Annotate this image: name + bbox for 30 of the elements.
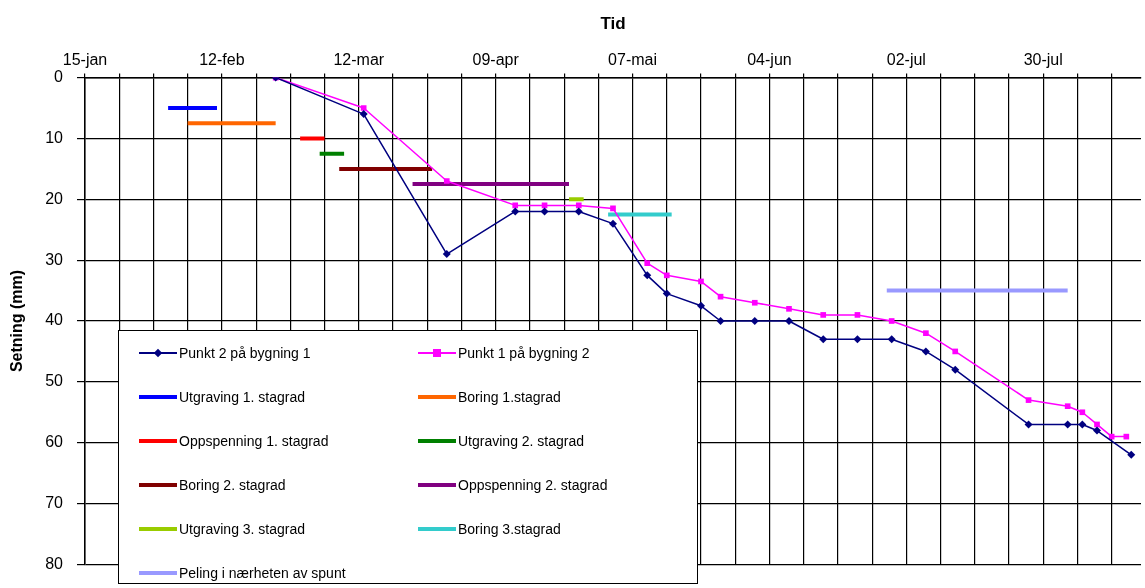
legend-label: Peling i nærheten av spunt [179,565,346,581]
y-tick-label: 50 [45,372,64,390]
legend-label: Utgraving 3. stagrad [179,521,306,537]
y-tick-label: 10 [45,128,64,146]
legend-label: Utgraving 1. stagrad [179,389,306,405]
x-tick-label: 15-jan [62,51,108,69]
y-tick-label: 80 [45,554,64,572]
x-axis-title: Tid [600,13,626,33]
legend-label: Boring 1.stagrad [458,389,561,405]
y-tick-label: 30 [45,250,64,268]
y-tick-label: 0 [54,68,64,86]
x-tick-label: 30-jul [1023,51,1063,69]
legend-label: Punkt 2 på bygning 1 [179,345,311,361]
x-tick-label: 07-mai [608,51,658,69]
x-tick-label: 12-feb [199,51,245,69]
y-tick-label: 20 [45,189,64,207]
x-tick-label: 09-apr [472,51,520,69]
legend-label: Utgraving 2. stagrad [458,433,585,449]
y-tick-label: 40 [45,311,64,329]
legend-label: Punkt 1 på bygning 2 [458,345,590,361]
y-tick-label: 60 [45,433,64,451]
y-tick-label: 70 [45,493,64,511]
legend-label: Boring 2. stagrad [179,477,286,493]
legend-label: Oppspenning 2. stagrad [458,477,608,493]
x-tick-label: 12-mar [333,51,385,69]
legend-label: Oppspenning 1. stagrad [179,433,329,449]
x-tick-label: 04-jun [747,51,792,69]
x-tick-label: 02-jul [886,51,926,69]
legend-label: Boring 3.stagrad [458,521,561,537]
y-axis-title: Setning (mm) [8,269,26,373]
